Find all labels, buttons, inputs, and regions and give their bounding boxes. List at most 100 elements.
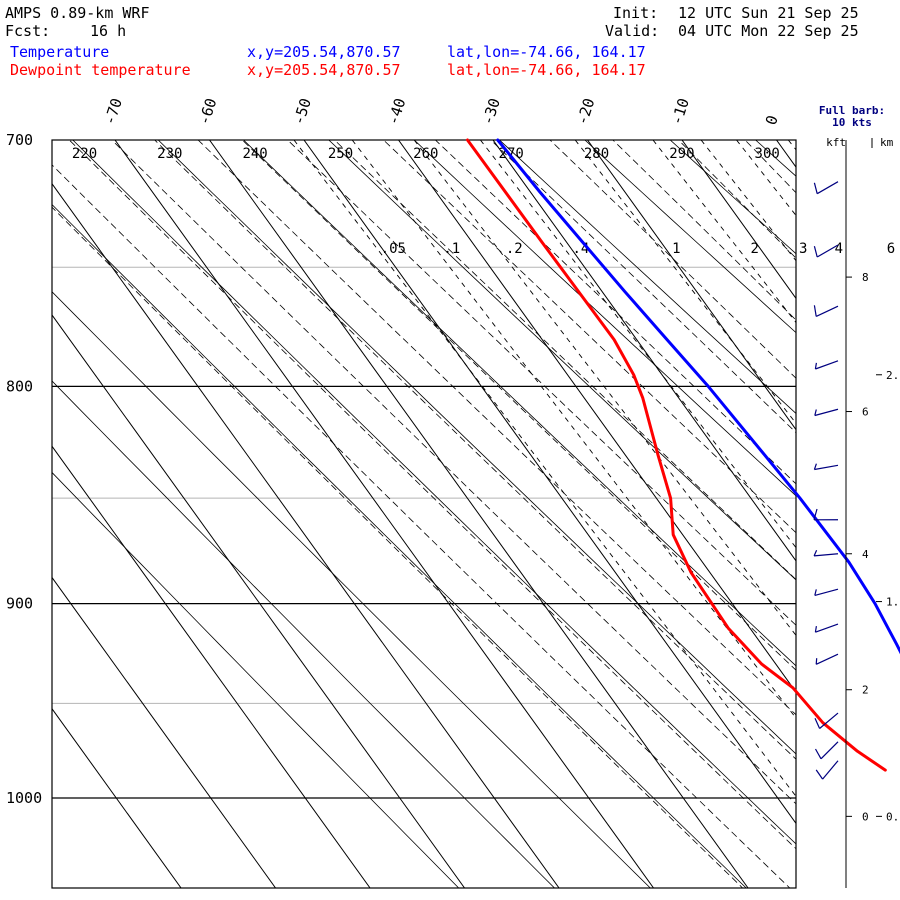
valid-time: 04 UTC Mon 22 Sep 25 xyxy=(678,22,859,40)
wind-barb-staff xyxy=(814,464,839,471)
wind-barb xyxy=(814,408,839,417)
legend-temperature-xy: x,y=205.54,870.57 xyxy=(247,43,401,61)
isotherm-line xyxy=(492,140,796,562)
mixing-ratio-line xyxy=(574,140,796,425)
wind-barb xyxy=(813,463,839,471)
moist-adiabat-line xyxy=(837,32,900,900)
km-tick-label: 1. xyxy=(886,596,899,609)
legend-dewpoint-latlon: lat,lon=-74.66, 164.17 xyxy=(447,61,646,79)
kft-tick-label: 8 xyxy=(862,271,869,284)
km-axis-label: km xyxy=(880,136,894,149)
dry-adiabat-line xyxy=(413,140,796,497)
mixing-ratio-label: .05 xyxy=(381,241,406,257)
isotherm-labels: -70 -60 -50 -40 -30 -20 -10 0 xyxy=(100,96,781,127)
dry-adiabat-line xyxy=(498,140,796,414)
theta-label: 300 xyxy=(755,146,780,162)
wind-barb xyxy=(813,181,839,195)
legend-dewpoint-xy: x,y=205.54,870.57 xyxy=(247,61,401,79)
wind-barb-flag xyxy=(814,409,817,416)
theta-label: 260 xyxy=(413,146,438,162)
wind-barb-staff xyxy=(816,244,839,258)
kft-axis-label: kft xyxy=(826,136,846,149)
wind-barb-staff xyxy=(815,653,839,665)
moist-adiabat-line xyxy=(154,140,796,760)
altitude-axis: kft km 8 6 4 2 0 2. 1. 0. xyxy=(826,136,899,888)
isotherm-label: -50 xyxy=(289,96,314,127)
legend-temperature-label: Temperature xyxy=(10,43,110,61)
dry-adiabat-line xyxy=(52,380,556,888)
mixing-ratio-label: 1 xyxy=(672,241,680,257)
wind-barb xyxy=(813,508,839,521)
forecast-hour: 16 h xyxy=(90,22,127,40)
moist-adiabat-line xyxy=(52,206,744,888)
wind-barb-flag xyxy=(815,658,818,665)
model-title: AMPS 0.89-km WRF xyxy=(5,4,150,22)
kft-tick-label: 2 xyxy=(862,684,869,697)
moist-adiabat-line xyxy=(434,140,796,485)
mixing-ratio-label: 2 xyxy=(750,241,758,257)
theta-label: 240 xyxy=(242,146,267,162)
legend-dewpoint-label: Dewpoint temperature xyxy=(10,61,191,79)
isotherm-line xyxy=(587,140,796,431)
mixing-ratio-label: 3 xyxy=(799,241,807,257)
wind-barb xyxy=(814,741,839,760)
isotherm-line xyxy=(871,140,900,888)
legend-temperature-latlon: lat,lon=-74.66, 164.17 xyxy=(447,43,646,61)
wind-barb-flag xyxy=(814,362,817,370)
moist-adiabat-line xyxy=(612,140,796,321)
km-tick-label: 2. xyxy=(886,369,899,382)
wind-barb-flag xyxy=(814,626,817,633)
wind-barb-staff xyxy=(819,712,839,729)
theta-label: 280 xyxy=(584,146,609,162)
wind-barb-staff xyxy=(815,360,839,370)
wind-barb xyxy=(815,760,839,780)
wind-barb-staff xyxy=(816,181,839,195)
wind-barb-flag xyxy=(814,748,822,760)
wind-barb xyxy=(813,305,839,317)
forecast-label: Fcst: xyxy=(5,22,51,40)
temperature-profile-line xyxy=(496,138,900,655)
dewpoint-profile-line xyxy=(466,138,887,772)
wind-barb-staff xyxy=(815,305,839,317)
theta-label: 250 xyxy=(328,146,353,162)
pressure-labels: 700 800 900 1000 xyxy=(6,131,42,807)
isotherm-label: -10 xyxy=(667,96,692,127)
wind-barb xyxy=(813,549,839,557)
isotherm-line xyxy=(209,140,749,888)
moist-adiabat-line xyxy=(549,140,796,379)
pressure-label: 800 xyxy=(6,377,33,395)
wind-barb-staff xyxy=(814,553,839,557)
wind-barb-staff xyxy=(822,760,839,780)
isotherm-label: -70 xyxy=(100,96,125,127)
theta-label: 230 xyxy=(157,146,182,162)
wind-barb-staff xyxy=(815,623,839,633)
moist-adiabat-line xyxy=(333,140,796,581)
isotherm-line xyxy=(114,140,654,888)
theta-labels: 220 230 240 250 260 270 280 290 300 xyxy=(72,146,780,162)
wind-barb-flag xyxy=(813,182,818,194)
dry-adiabat-line xyxy=(328,140,796,581)
wind-barb xyxy=(815,653,839,665)
moist-adiabat-line xyxy=(490,140,796,434)
wind-barb-staff xyxy=(814,408,839,417)
isotherm-line xyxy=(52,707,182,888)
mixing-ratio-line xyxy=(652,140,796,324)
wind-barb xyxy=(814,623,839,633)
isotherm-line xyxy=(681,140,796,300)
wind-barb xyxy=(814,712,839,729)
mixing-ratio-label: 4 xyxy=(835,241,843,257)
mixing-ratio-line xyxy=(413,140,796,637)
dry-adiabat-line xyxy=(52,291,651,888)
isotherm-line xyxy=(52,445,371,888)
barb-note-line1: Full barb: xyxy=(819,104,885,117)
wind-barb-staff xyxy=(820,741,839,760)
valid-label: Valid: xyxy=(605,22,660,40)
barb-note-line2: 10 kts xyxy=(832,116,872,129)
moist-adiabat-line xyxy=(197,140,796,716)
kft-tick-label: 0 xyxy=(862,810,869,823)
wind-barb-flag xyxy=(813,463,817,470)
theta-label: 290 xyxy=(669,146,694,162)
moist-adiabat-line xyxy=(287,140,796,626)
wind-barb-flag xyxy=(813,549,818,557)
